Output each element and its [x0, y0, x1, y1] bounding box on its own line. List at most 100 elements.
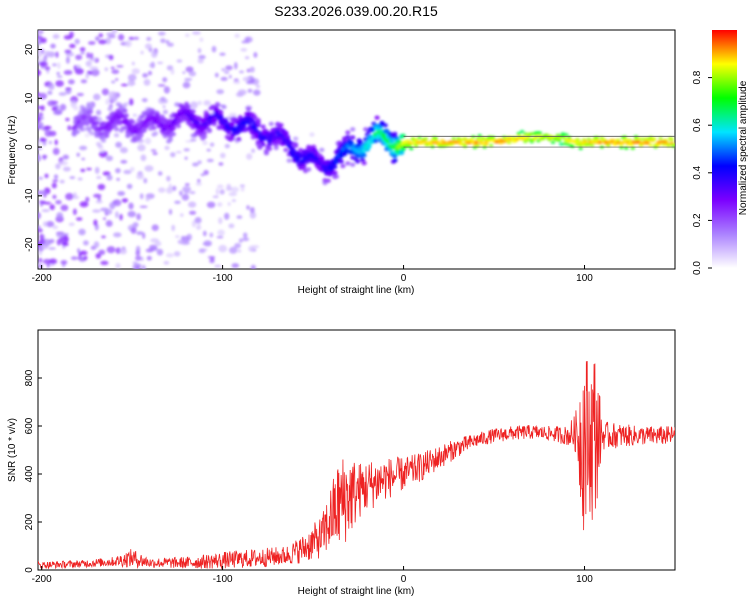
noise-blob — [38, 225, 41, 229]
noise-blob — [80, 79, 88, 84]
noise-blob — [143, 79, 151, 86]
noise-blob — [217, 229, 225, 236]
noise-blob — [86, 167, 92, 171]
noise-blob — [150, 149, 157, 152]
ridge-blob — [666, 144, 671, 148]
ridge-blob — [550, 140, 556, 144]
ridge-blob — [423, 137, 429, 141]
noise-blob — [38, 143, 41, 146]
ridge-blob — [245, 106, 252, 112]
noise-blob — [131, 68, 140, 75]
noise-blob — [68, 79, 75, 85]
noise-blob — [44, 66, 51, 71]
ridge-blob — [170, 132, 177, 137]
noise-blob — [181, 194, 190, 201]
ridge-blob — [433, 136, 438, 140]
noise-blob — [73, 192, 77, 198]
noise-blob — [48, 140, 53, 145]
ridge-blob — [149, 110, 155, 115]
noise-blob — [168, 208, 173, 215]
colorbar-tick-label: 0.4 — [692, 165, 703, 179]
noise-blob — [241, 40, 248, 44]
ridge-blob — [319, 147, 325, 153]
noise-blob — [67, 125, 72, 131]
ridge-blob — [474, 141, 479, 145]
noise-blob — [48, 258, 58, 265]
noise-blob — [65, 117, 70, 122]
noise-blob — [132, 113, 138, 118]
noise-blob — [42, 221, 48, 227]
noise-blob — [175, 150, 182, 154]
ridge-blob — [471, 135, 476, 139]
noise-blob — [226, 186, 232, 191]
noise-blob — [83, 240, 89, 246]
spectrogram-blobs — [38, 30, 675, 269]
ridge-blob — [521, 136, 526, 140]
noise-blob — [38, 250, 43, 256]
ridge-blob — [229, 122, 235, 127]
noise-blob — [143, 178, 148, 184]
ridge-blob — [122, 108, 128, 113]
noise-blob — [220, 152, 226, 159]
noise-blob — [98, 33, 104, 38]
noise-blob — [108, 54, 114, 61]
noise-blob — [120, 159, 128, 164]
ridge-blob — [267, 146, 273, 151]
noise-blob — [79, 201, 89, 208]
ridge-blob — [630, 146, 635, 150]
ridge-blob — [562, 142, 567, 146]
ridge-blob — [358, 140, 364, 145]
ridge-blob — [112, 123, 118, 128]
ridge-blob — [598, 140, 603, 144]
noise-blob — [157, 61, 164, 65]
noise-blob — [127, 74, 137, 82]
ridge-blob — [286, 158, 292, 163]
noise-blob — [38, 155, 42, 162]
noise-blob — [59, 179, 65, 184]
noise-blob — [183, 148, 190, 152]
noise-blob — [100, 260, 109, 266]
spectrogram-ytick-label: 20 — [24, 44, 35, 56]
chart-title: S233.2026.039.00.20.R15 — [274, 3, 438, 19]
noise-blob — [160, 38, 166, 44]
ridge-blob — [185, 104, 191, 109]
noise-blob — [106, 246, 116, 254]
noise-blob — [89, 52, 94, 60]
noise-blob — [83, 255, 88, 261]
noise-blob — [163, 86, 170, 94]
noise-blob — [180, 213, 184, 217]
noise-blob — [42, 154, 47, 161]
noise-blob — [229, 246, 238, 254]
snr-xtick-label: 100 — [576, 574, 593, 585]
noise-blob — [98, 249, 106, 255]
ridge-blob — [519, 130, 525, 134]
noise-blob — [74, 38, 80, 45]
noise-blob — [38, 116, 41, 123]
noise-blob — [70, 256, 78, 261]
ridge-blob — [96, 109, 102, 115]
noise-blob — [195, 182, 202, 186]
ridge-blob — [107, 106, 113, 112]
noise-blob — [148, 70, 152, 76]
noise-blob — [48, 83, 55, 91]
ridge-blob — [484, 142, 489, 146]
noise-blob — [188, 201, 197, 208]
noise-blob — [228, 74, 232, 79]
ridge-blob — [87, 109, 94, 114]
ridge-blob — [537, 131, 543, 135]
noise-blob — [41, 138, 48, 142]
noise-blob — [54, 139, 58, 146]
spectrogram-ytick-label: -10 — [24, 188, 35, 203]
noise-blob — [234, 61, 238, 70]
ridge-blob — [594, 136, 600, 140]
colorbar-tick-label: 0.6 — [692, 118, 703, 132]
noise-blob — [131, 61, 135, 66]
ridge-blob — [428, 142, 434, 146]
ridge-blob — [622, 135, 627, 139]
noise-blob — [200, 173, 205, 177]
ridge-blob — [345, 134, 351, 140]
noise-blob — [115, 263, 121, 269]
noise-blob — [225, 65, 233, 71]
noise-blob — [77, 248, 81, 254]
snr-ytick-label: 200 — [24, 513, 35, 530]
